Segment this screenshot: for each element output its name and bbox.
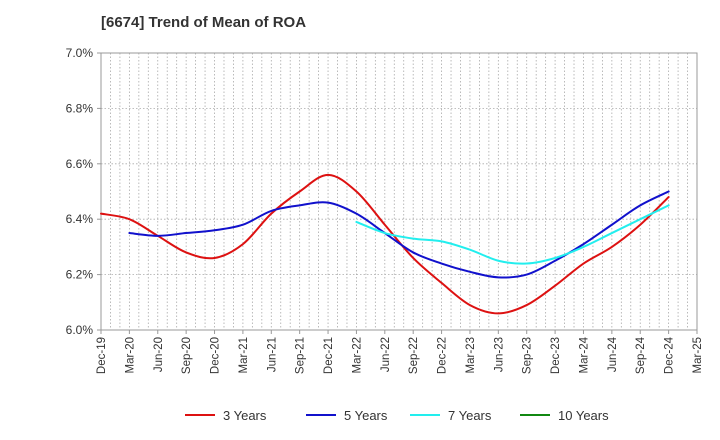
legend-label-7-years: 7 Years: [448, 408, 492, 423]
plot-frame: [100, 52, 698, 331]
y-tick-label: 6.4%: [66, 212, 94, 226]
series-line-7-years: [355, 204, 670, 265]
x-tick-label: Jun-20: [153, 337, 165, 372]
x-tick-label: Sep-21: [295, 337, 307, 374]
x-tick-label: Mar-24: [578, 336, 590, 373]
x-tick-label: Sep-24: [635, 336, 647, 374]
grid: [101, 53, 697, 330]
y-tick-label: 6.6%: [66, 157, 94, 171]
chart-title: [6674] Trend of Mean of ROA: [101, 14, 307, 31]
legend-label-3-years: 3 Years: [223, 408, 267, 423]
legend-label-5-years: 5 Years: [344, 408, 388, 423]
x-tick-label: Mar-22: [351, 337, 363, 373]
x-tick-label: Sep-20: [181, 337, 193, 374]
x-tick-label: Mar-21: [238, 337, 250, 373]
series-line-3-years: [100, 173, 670, 315]
series-layer: [100, 173, 670, 315]
x-tick-label: Jun-24: [607, 336, 619, 372]
x-tick-label: Sep-23: [522, 337, 534, 374]
x-tick-label: Dec-24: [664, 336, 676, 374]
x-tick-label: Sep-22: [408, 337, 420, 374]
x-tick-label: Dec-21: [323, 337, 335, 374]
x-tick-label: Dec-23: [550, 337, 562, 374]
legend-label-10-years: 10 Years: [558, 408, 609, 423]
x-tick-label: Jun-22: [380, 337, 392, 372]
legend: 3 Years 5 Years 7 Years 10 Years: [185, 408, 609, 423]
x-axis: Dec-19 Mar-20 Jun-20 Sep-20 Dec-20 Mar-21 Jun-…: [96, 330, 704, 374]
series-line-5-years: [128, 190, 670, 279]
y-tick-label: 6.8%: [66, 101, 94, 115]
x-tick-label: Mar-25: [692, 337, 704, 373]
x-tick-label: Dec-19: [96, 337, 108, 374]
x-tick-label: Jun-23: [493, 337, 505, 372]
x-tick-label: Dec-22: [437, 337, 449, 374]
y-axis: 6.0% 6.2% 6.4% 6.6% 6.8% 7.0%: [66, 46, 101, 337]
x-tick-label: Mar-20: [124, 337, 136, 373]
y-tick-label: 6.0%: [66, 323, 94, 337]
y-tick-label: 6.2%: [66, 268, 94, 282]
x-tick-label: Mar-23: [465, 337, 477, 373]
y-tick-label: 7.0%: [66, 46, 94, 60]
x-tick-label: Jun-21: [266, 337, 278, 372]
x-tick-label: Dec-20: [210, 337, 222, 374]
